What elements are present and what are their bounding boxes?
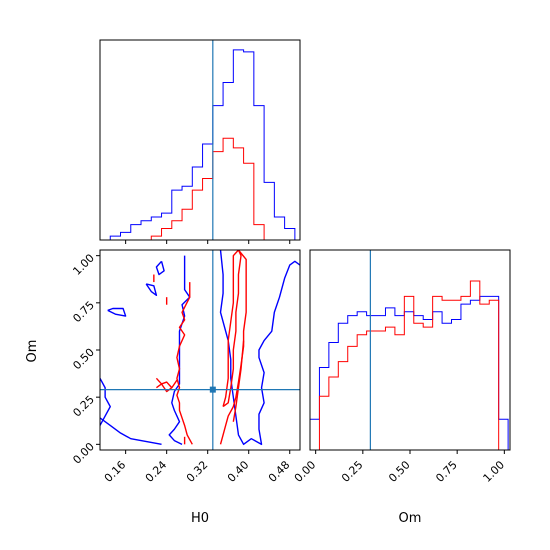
om-hist-frame [309, 249, 511, 451]
h0-hist-frame [99, 39, 301, 241]
axis-labels: H0 Om Om [25, 340, 421, 526]
om-hist-blue-series [310, 295, 509, 450]
contour-blue-2 [100, 417, 162, 446]
contour-x-tick-label-0.24: 0.24 [143, 458, 170, 485]
contour-blue-5 [145, 283, 158, 296]
contour-y-tick-label-0.75: 0.75 [70, 299, 97, 326]
om-hist-x-tick-label-0.50: 0.50 [386, 458, 413, 485]
h0-hist-plot-area [100, 49, 296, 240]
contour-truth-marker [209, 386, 216, 393]
contour-blue-4 [155, 260, 165, 276]
contour-blue-1 [219, 250, 300, 446]
h0-hist-blue-series [100, 49, 296, 240]
x-axis-label-om: Om [399, 511, 422, 526]
contour-y-tick-label-1.00: 1.00 [70, 251, 97, 278]
contour-red-7 [176, 282, 193, 445]
contour-x-tick-label-0.32: 0.32 [184, 458, 211, 485]
contour-plot-area [100, 250, 300, 446]
contour-blue-6 [107, 307, 127, 317]
h0-hist-red-series [100, 137, 295, 240]
contour-y-tick-label-0.00: 0.00 [70, 440, 97, 467]
contour-red-11 [155, 377, 178, 393]
om-hist-red-series [310, 280, 509, 450]
contour-x-tick-label-0.40: 0.40 [225, 458, 252, 485]
contour-frame [99, 249, 301, 451]
contour-red-10 [232, 340, 245, 422]
y-axis-label-om: Om [25, 340, 40, 363]
panel-om-histogram: 0.00 0.25 0.50 0.75 1.00 [292, 249, 511, 485]
om-hist-x-tick-label-0.00: 0.00 [292, 458, 319, 485]
om-hist-x-tick-label-0.75: 0.75 [433, 458, 460, 485]
om-hist-x-tick-label-1.00: 1.00 [481, 458, 508, 485]
contour-blue-0 [168, 255, 191, 445]
contour-red-9 [222, 250, 242, 408]
panel-h0-histogram [99, 39, 301, 244]
x-axis-label-h0: H0 [191, 511, 209, 526]
contour-blue-3 [100, 377, 111, 426]
om-hist-x-tick-label-0.25: 0.25 [339, 458, 366, 485]
contour-y-tick-label-0.50: 0.50 [70, 346, 97, 373]
contour-x-tick-label-0.16: 0.16 [102, 458, 129, 485]
contour-y-tick-label-0.25: 0.25 [70, 393, 97, 420]
contour-x-tick-label-0.48: 0.48 [266, 458, 293, 485]
om-hist-plot-area [310, 280, 509, 450]
panel-h0-om-contours: 0.16 0.24 0.32 0.40 0.48 0.00 0.25 0.50 0.75 1.00 [70, 249, 301, 485]
